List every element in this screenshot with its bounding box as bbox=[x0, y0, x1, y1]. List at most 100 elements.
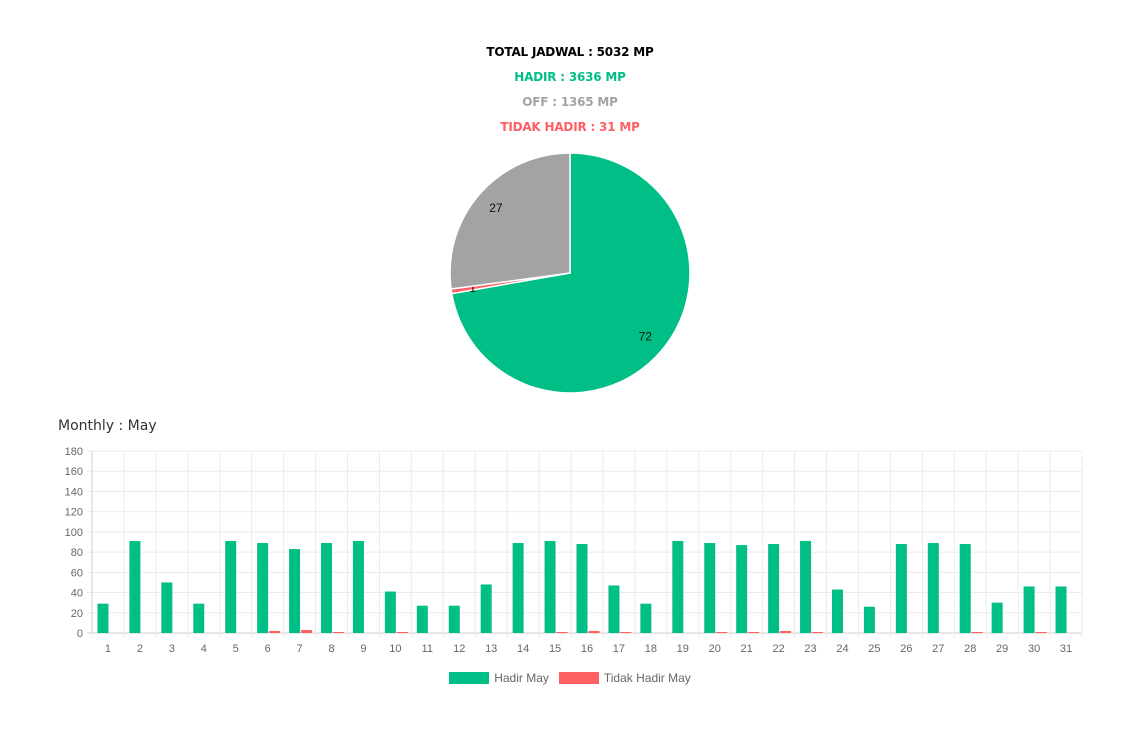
bar-hadir[interactable] bbox=[384, 591, 396, 633]
y-tick-label: 40 bbox=[71, 588, 83, 600]
legend-swatch-tidak-hadir bbox=[558, 672, 599, 684]
x-tick-label: 13 bbox=[485, 643, 497, 655]
legend-label-hadir: Hadir May bbox=[494, 671, 549, 685]
x-tick-label: 25 bbox=[868, 643, 880, 655]
bar-tidak-hadir[interactable] bbox=[780, 630, 792, 633]
x-tick-label: 29 bbox=[996, 643, 1008, 655]
hadir-label: HADIR : 3636 MP bbox=[514, 70, 626, 84]
x-tick-label: 9 bbox=[360, 643, 366, 655]
y-tick-label: 0 bbox=[77, 628, 83, 640]
bar-hadir[interactable] bbox=[863, 606, 875, 633]
bar-tidak-hadir[interactable] bbox=[1035, 631, 1047, 633]
bar-hadir[interactable] bbox=[959, 544, 971, 633]
x-tick-label: 16 bbox=[581, 643, 593, 655]
bar-hadir[interactable] bbox=[991, 602, 1003, 633]
pie-label-tidak-hadir: 1 bbox=[469, 281, 476, 295]
bar-hadir[interactable] bbox=[736, 545, 748, 633]
bar-hadir[interactable] bbox=[768, 544, 780, 633]
attendance-summary: TOTAL JADWAL : 5032 MP HADIR : 3636 MP O… bbox=[0, 40, 1140, 140]
x-tick-label: 14 bbox=[517, 643, 529, 655]
x-tick-label: 15 bbox=[549, 643, 561, 655]
attendance-pie-chart: 72 1 27 bbox=[449, 152, 691, 394]
bar-hadir[interactable] bbox=[927, 543, 939, 633]
bar-hadir[interactable] bbox=[704, 543, 716, 633]
pie-slice-off[interactable] bbox=[449, 152, 571, 290]
bar-hadir[interactable] bbox=[608, 585, 620, 633]
x-tick-label: 28 bbox=[964, 643, 976, 655]
x-tick-label: 11 bbox=[422, 643, 433, 655]
x-tick-label: 21 bbox=[741, 643, 753, 655]
x-tick-label: 5 bbox=[233, 643, 239, 655]
bar-tidak-hadir[interactable] bbox=[301, 629, 313, 633]
bar-tidak-hadir[interactable] bbox=[748, 631, 760, 633]
bar-hadir[interactable] bbox=[831, 589, 843, 633]
bar-hadir[interactable] bbox=[416, 605, 428, 633]
bar-hadir[interactable] bbox=[640, 603, 652, 633]
bar-tidak-hadir[interactable] bbox=[588, 630, 600, 633]
pie-slice-hadir[interactable] bbox=[450, 152, 691, 394]
bar-hadir[interactable] bbox=[289, 549, 301, 633]
bar-hadir[interactable] bbox=[257, 543, 269, 633]
bar-hadir[interactable] bbox=[321, 543, 333, 633]
x-tick-label: 18 bbox=[645, 643, 657, 655]
legend-item-hadir[interactable]: Hadir May bbox=[449, 671, 549, 685]
bar-tidak-hadir[interactable] bbox=[556, 631, 568, 633]
bar-hadir[interactable] bbox=[512, 543, 524, 633]
x-tick-label: 8 bbox=[328, 643, 334, 655]
y-tick-label: 60 bbox=[71, 567, 83, 579]
bar-hadir[interactable] bbox=[480, 584, 492, 633]
legend-item-tidak-hadir[interactable]: Tidak Hadir May bbox=[558, 671, 691, 685]
bar-legend: Hadir May Tidak Hadir May bbox=[0, 671, 1140, 685]
bar-hadir[interactable] bbox=[895, 544, 907, 633]
x-tick-label: 1 bbox=[105, 643, 111, 655]
bar-hadir[interactable] bbox=[193, 603, 205, 633]
bar-hadir[interactable] bbox=[161, 582, 173, 633]
y-tick-label: 20 bbox=[71, 608, 83, 620]
y-tick-label: 100 bbox=[65, 527, 83, 539]
bar-hadir[interactable] bbox=[576, 544, 588, 633]
x-tick-label: 31 bbox=[1060, 643, 1072, 655]
x-tick-label: 19 bbox=[677, 643, 689, 655]
x-tick-label: 7 bbox=[297, 643, 303, 655]
bar-tidak-hadir[interactable] bbox=[716, 631, 728, 633]
bar-hadir[interactable] bbox=[129, 540, 141, 633]
y-tick-label: 140 bbox=[65, 486, 83, 498]
bar-hadir[interactable] bbox=[352, 540, 364, 633]
bar-tidak-hadir[interactable] bbox=[333, 631, 345, 633]
bar-tidak-hadir[interactable] bbox=[812, 631, 824, 633]
x-tick-label: 12 bbox=[453, 643, 465, 655]
x-tick-label: 2 bbox=[137, 643, 143, 655]
bar-tidak-hadir[interactable] bbox=[971, 631, 983, 633]
y-tick-label: 160 bbox=[65, 466, 83, 478]
x-tick-label: 20 bbox=[709, 643, 721, 655]
legend-swatch-hadir bbox=[449, 672, 490, 684]
bar-hadir[interactable] bbox=[225, 540, 237, 633]
x-tick-label: 24 bbox=[836, 643, 848, 655]
bar-tidak-hadir[interactable] bbox=[269, 630, 281, 633]
off-label: OFF : 1365 MP bbox=[522, 95, 618, 109]
x-tick-label: 10 bbox=[389, 643, 401, 655]
x-tick-label: 27 bbox=[932, 643, 944, 655]
bar-tidak-hadir[interactable] bbox=[620, 631, 632, 633]
monthly-title: Monthly : May bbox=[58, 418, 157, 434]
x-tick-label: 30 bbox=[1028, 643, 1040, 655]
bar-hadir[interactable] bbox=[1023, 586, 1035, 633]
bar-hadir[interactable] bbox=[97, 603, 109, 633]
pie-label-hadir: 72 bbox=[639, 329, 653, 343]
bar-hadir[interactable] bbox=[672, 540, 684, 633]
x-tick-label: 22 bbox=[772, 643, 784, 655]
tidak-hadir-label: TIDAK HADIR : 31 MP bbox=[500, 120, 640, 134]
total-jadwal-label: TOTAL JADWAL : 5032 MP bbox=[486, 45, 654, 59]
y-tick-label: 80 bbox=[71, 547, 83, 559]
legend-label-tidak-hadir: Tidak Hadir May bbox=[603, 671, 691, 685]
bar-hadir[interactable] bbox=[448, 605, 460, 633]
bar-hadir[interactable] bbox=[800, 540, 812, 633]
x-tick-label: 4 bbox=[201, 643, 207, 655]
x-tick-label: 17 bbox=[613, 643, 625, 655]
x-tick-label: 3 bbox=[169, 643, 175, 655]
bar-tidak-hadir[interactable] bbox=[396, 631, 408, 633]
bar-hadir[interactable] bbox=[544, 540, 556, 633]
y-tick-label: 180 bbox=[65, 446, 83, 458]
bar-hadir[interactable] bbox=[1055, 586, 1067, 633]
